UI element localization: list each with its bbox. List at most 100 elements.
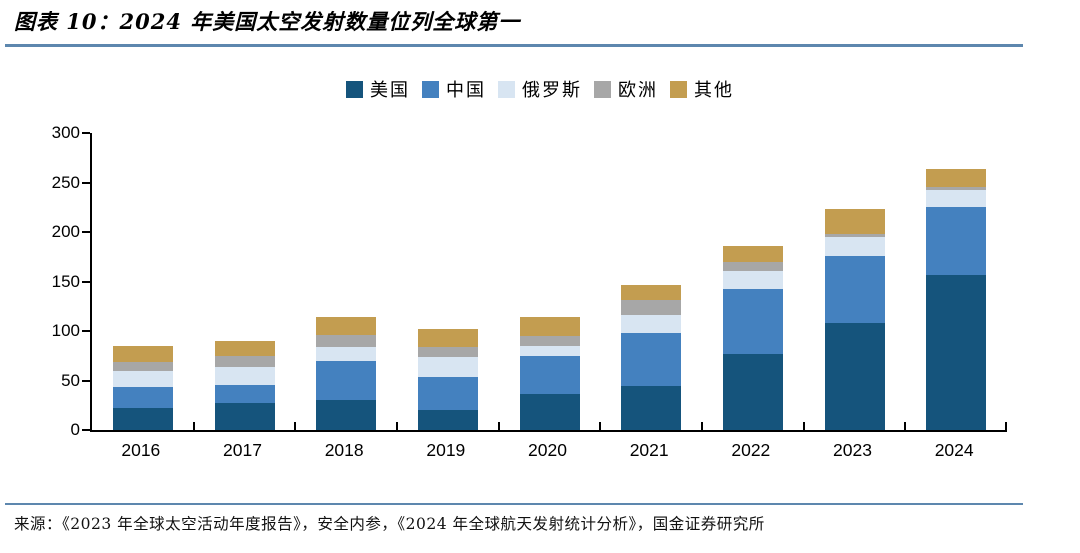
bar-segment (214, 355, 275, 367)
y-axis-label: 250 (51, 172, 80, 192)
bar-segment (417, 356, 478, 377)
bar-segment (316, 346, 377, 361)
bar-segment (824, 323, 885, 430)
y-tick-mark (82, 231, 90, 233)
bar-column (214, 340, 275, 430)
category-tick-mark (294, 422, 297, 430)
x-axis-label: 2024 (934, 440, 974, 460)
bar-column (519, 317, 580, 430)
category-tick-mark (904, 422, 907, 430)
chart-legend: 美国 中国 俄罗斯 欧洲 其他 (0, 76, 1080, 102)
bar-segment (316, 400, 377, 430)
y-axis-label: 0 (70, 420, 80, 439)
bar-segment (214, 403, 275, 430)
bar-segment (926, 274, 987, 430)
bar-segment (214, 385, 275, 404)
bar-column (824, 209, 885, 430)
bar-segment (417, 410, 478, 430)
bar-segment (214, 340, 275, 356)
y-tick-mark (82, 330, 90, 332)
bar-column (417, 329, 478, 430)
legend-swatch-icon (594, 80, 611, 98)
legend-label: 其他 (694, 80, 734, 100)
chart-title: 图表 10：2024 年美国太空发射数量位列全球第一 (14, 9, 521, 34)
category-tick-mark (1005, 422, 1007, 430)
bar-column (926, 168, 987, 430)
legend-item: 中国 (422, 76, 486, 102)
bar-segment (621, 300, 682, 316)
bar-segment (926, 190, 987, 208)
category-tick-mark (396, 422, 398, 430)
bar-segment (519, 317, 580, 336)
bar-segment (926, 207, 987, 275)
bar-segment (926, 168, 987, 188)
bar-segment (824, 209, 885, 235)
x-axis-label: 2018 (324, 440, 364, 460)
legend-swatch-icon (422, 80, 439, 98)
bar-segment (824, 255, 885, 324)
legend-label: 欧洲 (618, 80, 658, 100)
bar-segment (316, 334, 377, 347)
bar-segment (824, 234, 885, 237)
bar-segment (621, 315, 682, 333)
bar-segment (621, 333, 682, 387)
legend-item: 其他 (670, 76, 734, 102)
y-axis-label: 200 (51, 222, 80, 241)
bar-segment (722, 289, 783, 354)
y-tick-mark (82, 379, 90, 382)
x-axis-label: 2022 (731, 440, 771, 460)
bar-segment (824, 236, 885, 256)
plot-area (90, 133, 1007, 432)
legend-swatch-icon (346, 80, 363, 98)
category-tick-mark (599, 422, 602, 430)
bar-segment (519, 355, 580, 395)
bar-segment (316, 317, 377, 335)
bar-segment (519, 335, 580, 346)
category-tick-mark (497, 422, 500, 430)
y-axis-label: 50 (61, 370, 80, 390)
y-tick-mark (82, 132, 90, 134)
bar-column (316, 317, 377, 430)
x-axis-label: 2020 (528, 440, 567, 460)
bar-segment (112, 345, 173, 362)
legend-label: 俄罗斯 (522, 80, 582, 100)
y-axis-label: 150 (51, 271, 80, 291)
bar-column (722, 245, 783, 430)
category-tick-mark (802, 422, 805, 430)
bar-segment (621, 284, 682, 301)
bar-segment (214, 366, 275, 386)
bar-segment (519, 345, 580, 356)
legend-item: 美国 (346, 76, 410, 102)
x-axis-label: 2021 (629, 440, 669, 460)
bar-segment (112, 408, 173, 430)
bar-column (112, 345, 173, 430)
bar-column (621, 284, 682, 430)
x-axis-label: 2016 (121, 440, 161, 460)
bar-segment (722, 270, 783, 290)
footer-divider (5, 503, 1023, 505)
bar-segment (112, 370, 173, 388)
legend-item: 俄罗斯 (498, 76, 582, 102)
bar-segment (417, 346, 478, 357)
bar-segment (316, 360, 377, 401)
category-tick-mark (701, 422, 703, 430)
y-tick-mark (82, 280, 90, 283)
bar-segment (722, 261, 783, 271)
legend-label: 美国 (370, 80, 410, 100)
bar-segment (722, 353, 783, 430)
x-axis-label: 2023 (833, 440, 872, 460)
bar-segment (417, 376, 478, 411)
bar-segment (112, 361, 173, 371)
legend-item: 欧洲 (594, 76, 658, 102)
y-axis-label: 100 (51, 321, 80, 340)
bar-segment (722, 245, 783, 262)
category-tick-mark (192, 422, 195, 430)
bar-segment (417, 329, 478, 347)
y-tick-mark (82, 429, 90, 431)
title-divider (5, 44, 1023, 47)
source-note: 来源：《2023 年全球太空活动年度报告》，安全内参，《2024 年全球航天发射… (14, 515, 765, 533)
y-tick-mark (82, 181, 90, 184)
legend-swatch-icon (498, 80, 515, 98)
bar-segment (621, 386, 682, 430)
x-axis-label: 2019 (426, 440, 466, 460)
